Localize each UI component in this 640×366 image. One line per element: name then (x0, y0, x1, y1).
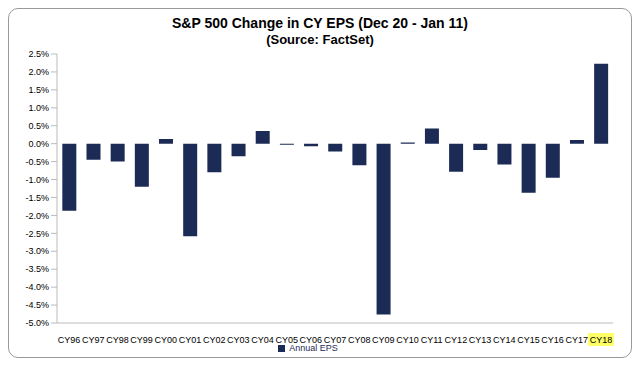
svg-text:CY14: CY14 (493, 335, 516, 345)
svg-text:CY98: CY98 (106, 335, 129, 345)
svg-text:CY06: CY06 (300, 335, 323, 345)
svg-text:-4.0%: -4.0% (25, 282, 49, 292)
svg-text:1.0%: 1.0% (28, 103, 49, 113)
svg-text:-2.5%: -2.5% (25, 229, 49, 239)
html-text:(Source: FactSet): (Source: FactSet) (266, 32, 374, 47)
html-text:Annual EPS: Annual EPS (289, 343, 338, 353)
svg-text:CY04: CY04 (251, 335, 274, 345)
svg-text:1.5%: 1.5% (28, 85, 49, 95)
svg-text:CY03: CY03 (227, 335, 250, 345)
svg-text:CY07: CY07 (324, 335, 347, 345)
svg-text:2.0%: 2.0% (28, 67, 49, 77)
svg-text:CY00: CY00 (155, 335, 178, 345)
svg-text:-1.0%: -1.0% (25, 175, 49, 185)
svg-text:-3.0%: -3.0% (25, 246, 49, 256)
svg-text:CY97: CY97 (82, 335, 105, 345)
svg-text:CY01: CY01 (179, 335, 202, 345)
svg-text:CY96: CY96 (58, 335, 81, 345)
svg-text:0.5%: 0.5% (28, 121, 49, 131)
svg-text:CY13: CY13 (469, 335, 492, 345)
svg-text:-2.0%: -2.0% (25, 211, 49, 221)
svg-text:CY12: CY12 (445, 335, 468, 345)
svg-text:0.0%: 0.0% (28, 139, 49, 149)
svg-text:CY02: CY02 (203, 335, 226, 345)
svg-text:CY05: CY05 (275, 335, 298, 345)
svg-text:CY08: CY08 (348, 335, 371, 345)
svg-text:CY99: CY99 (130, 335, 153, 345)
svg-text:CY18: CY18 (590, 335, 613, 345)
html-text:S&P 500 Change in CY EPS (Dec: S&P 500 Change in CY EPS (Dec 20 - Jan 1… (172, 15, 468, 31)
svg-text:CY15: CY15 (517, 335, 540, 345)
svg-text:2.5%: 2.5% (28, 49, 49, 59)
svg-text:CY09: CY09 (372, 335, 395, 345)
svg-text:CY10: CY10 (396, 335, 419, 345)
svg-text:-1.5%: -1.5% (25, 193, 49, 203)
svg-text:-4.5%: -4.5% (25, 300, 49, 310)
svg-text:CY11: CY11 (421, 335, 443, 345)
svg-text:-5.0%: -5.0% (25, 318, 49, 328)
svg-text:CY17: CY17 (565, 335, 588, 345)
svg-text:-3.5%: -3.5% (25, 264, 49, 274)
svg-text:-0.5%: -0.5% (25, 157, 49, 167)
svg-text:CY16: CY16 (541, 335, 564, 345)
